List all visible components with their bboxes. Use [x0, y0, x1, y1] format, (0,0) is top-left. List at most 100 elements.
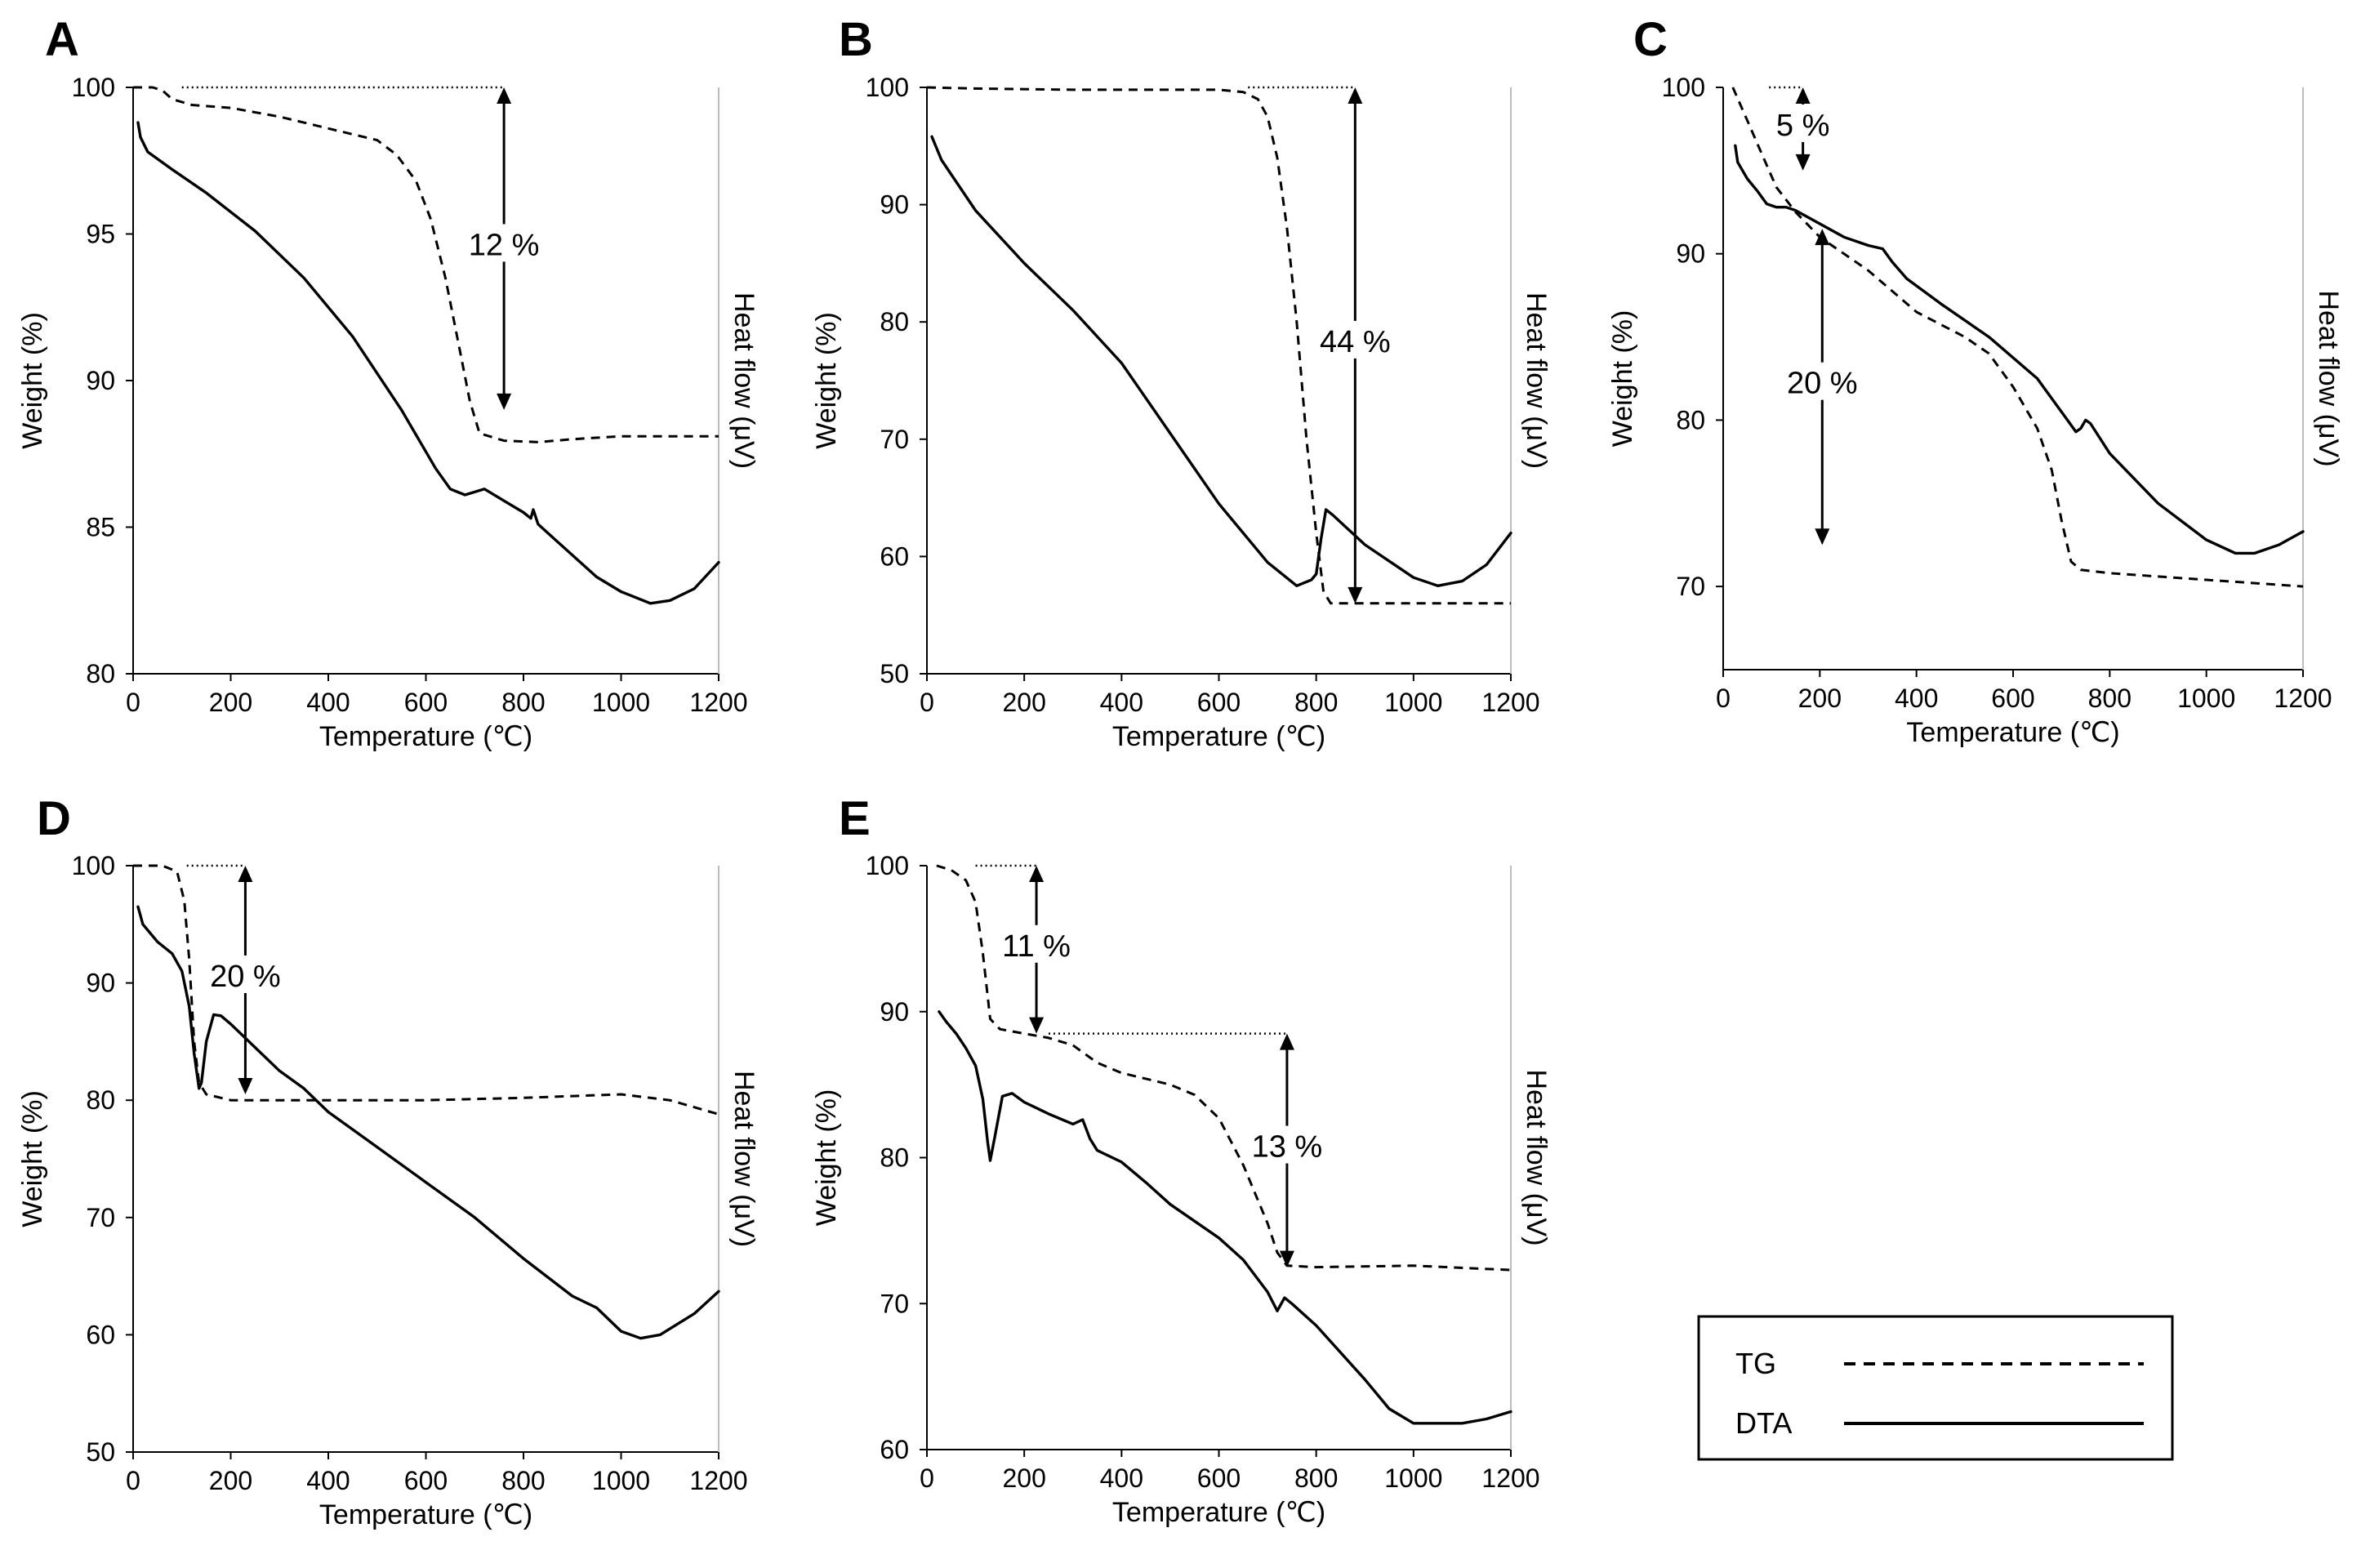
annotation-arrow-head-up: [1029, 866, 1045, 882]
y-axis-title: Weight (%): [17, 1090, 48, 1227]
y-tick-label: 100: [1662, 73, 1705, 102]
legend-label-tg: TG: [1735, 1347, 1776, 1380]
chart-panel-b: B 0 200 400 600 800 1000 1200 50 60 70 80 90 100 Tempe…: [811, 13, 1552, 752]
annotation-arrow-head-down: [1279, 1250, 1294, 1267]
series-tg-line: [936, 864, 1512, 1272]
annotation-label-bg: [1783, 362, 1862, 400]
x-tick-label: 200: [1798, 684, 1842, 713]
annotation-label: 11 %: [1002, 929, 1071, 964]
x-tick-label: 1200: [689, 688, 747, 717]
panel-letter: D: [37, 792, 71, 845]
x-tick-label: 600: [404, 688, 448, 717]
series-tg-line: [133, 86, 719, 443]
annotation-arrow-head-down: [1795, 154, 1811, 171]
x-tick-label: 200: [1002, 688, 1045, 717]
annotation-label: 44 %: [1320, 325, 1391, 359]
annotation-label: 5 %: [1776, 109, 1829, 143]
series-dta-line: [930, 135, 1512, 587]
series-dta-line: [1734, 144, 2305, 555]
y-axis-title: Weight (%): [17, 312, 48, 449]
x-tick-label: 0: [920, 1463, 934, 1493]
series-tg-line: [133, 864, 719, 1116]
annotation-arrow-head-down: [497, 393, 512, 410]
y-tick-label: 60: [86, 1320, 115, 1349]
x-tick-label: 200: [1002, 1463, 1045, 1493]
y-tick-label: 70: [880, 425, 909, 454]
y-axis-title: Weight (%): [1607, 310, 1638, 448]
x-tick-label: 1200: [1481, 1463, 1539, 1493]
chart-panel-a: A 0 200 400 600 800 1000 1200 80 85 90 95 100 Tempera…: [17, 13, 760, 752]
y-tick-label: 60: [880, 1435, 909, 1464]
panel-letter: C: [1633, 13, 1668, 66]
annotation-arrow-head-down: [1029, 1017, 1045, 1034]
x-tick-label: 1000: [1384, 688, 1442, 717]
annotation-arrow-head-down: [1348, 586, 1363, 604]
series-dta-line: [136, 121, 720, 605]
x-tick-label: 600: [1991, 684, 2034, 713]
y2-axis-title: Heat flow (μV): [2313, 290, 2344, 466]
annotation-arrow-head-up: [497, 87, 512, 104]
y-tick-label: 80: [1676, 405, 1705, 434]
y-tick-label: 90: [86, 366, 115, 395]
annotation-arrow-head-up: [1795, 87, 1811, 104]
y2-axis-title: Heat flow (μV): [1521, 292, 1552, 469]
annotation-label-bg: [206, 956, 285, 994]
x-tick-label: 800: [501, 688, 545, 717]
x-tick-label: 400: [1895, 684, 1938, 713]
panel-letter: E: [839, 792, 871, 845]
annotation-label-bg: [1763, 104, 1842, 142]
annotation-label-bg: [1247, 1125, 1326, 1164]
y2-axis-title: Heat flow (μV): [728, 292, 760, 469]
x-axis-title: Temperature (℃): [319, 721, 532, 752]
y-tick-label: 50: [86, 1437, 115, 1467]
x-tick-label: 800: [1294, 1463, 1338, 1493]
series-tg-line: [1731, 87, 2304, 588]
x-tick-label: 1000: [2177, 684, 2235, 713]
series-dta-line: [938, 1010, 1512, 1425]
chart-panel-d: D 0 200 400 600 800 1000 1200 50 60 70 80 90 100 Tempe…: [17, 792, 760, 1530]
x-tick-label: 0: [1716, 684, 1731, 713]
y-tick-label: 80: [86, 659, 115, 688]
x-tick-label: 800: [2088, 684, 2132, 713]
x-tick-label: 1000: [1384, 1463, 1442, 1493]
y-tick-label: 90: [880, 997, 909, 1027]
annotation-label: 13 %: [1252, 1130, 1323, 1165]
annotation-label-bg: [997, 924, 1076, 963]
y-tick-label: 100: [72, 851, 115, 880]
panel-letter: A: [45, 13, 79, 66]
y-tick-label: 90: [1676, 239, 1705, 269]
x-tick-label: 200: [209, 688, 252, 717]
y-tick-label: 80: [880, 1143, 909, 1173]
y-tick-label: 70: [1676, 572, 1705, 601]
y-tick-label: 70: [86, 1203, 115, 1232]
annotation-arrow-head-up: [1279, 1033, 1294, 1050]
x-tick-label: 0: [126, 1466, 140, 1495]
x-tick-label: 600: [1197, 1463, 1241, 1493]
y-axis-title: Weight (%): [811, 312, 842, 449]
y-axis-title: Weight (%): [811, 1089, 842, 1227]
x-tick-label: 200: [209, 1466, 252, 1495]
x-tick-label: 800: [1294, 688, 1338, 717]
annotation-label: 20 %: [210, 960, 281, 994]
x-tick-label: 600: [1197, 688, 1241, 717]
y-tick-label: 80: [86, 1085, 115, 1115]
annotation-label: 20 %: [1787, 367, 1858, 401]
annotation-arrow-head-up: [1815, 229, 1830, 246]
legend-frame: [1697, 1315, 2174, 1461]
x-tick-label: 400: [306, 1466, 350, 1495]
x-tick-label: 1000: [592, 688, 650, 717]
annotation-arrow-head-up: [1348, 87, 1363, 104]
chart-panel-c: C 0 200 400 600 800 1000 1200 70 80 90 100 Temperatu…: [1607, 13, 2344, 748]
y-tick-label: 50: [880, 659, 909, 688]
annotation-arrow-head-down: [238, 1078, 253, 1095]
y-tick-label: 60: [880, 541, 909, 571]
annotation-label-bg: [1316, 320, 1395, 359]
series-dta-line: [136, 905, 720, 1340]
x-axis-title: Temperature (℃): [1112, 1497, 1325, 1528]
x-tick-label: 1200: [2274, 684, 2332, 713]
y2-axis-title: Heat flow (μV): [1521, 1069, 1552, 1245]
x-tick-label: 600: [404, 1466, 448, 1495]
x-tick-label: 400: [1100, 688, 1143, 717]
x-tick-label: 0: [920, 688, 934, 717]
